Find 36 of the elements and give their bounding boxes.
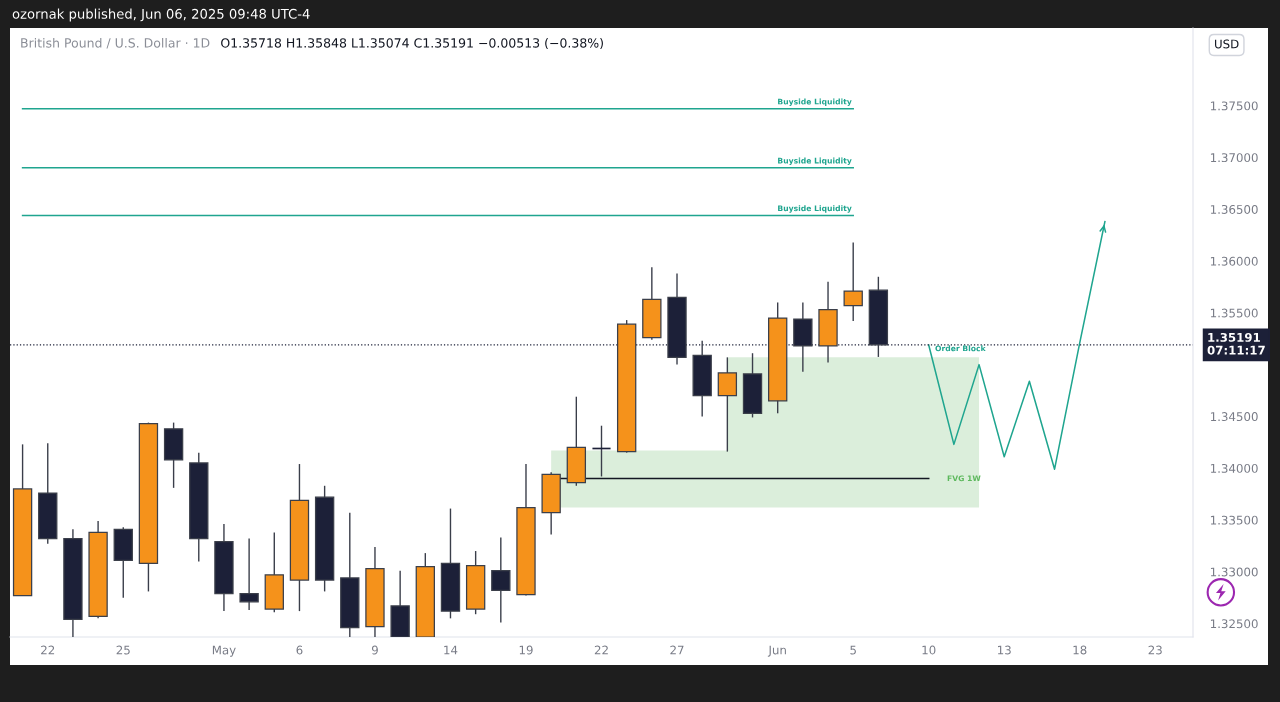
- candlestick: [239, 537, 259, 611]
- x-tick-label: 22: [41, 645, 55, 655]
- candlestick: [491, 536, 511, 624]
- y-tick-label: 1.34000: [1210, 463, 1258, 473]
- x-tick-label: 14: [444, 645, 458, 655]
- y-tick-label: 1.32500: [1210, 619, 1258, 629]
- y-tick-label: 1.37500: [1210, 101, 1258, 111]
- x-tick-label: May: [212, 645, 236, 657]
- ref-line-label: 1.35191 07:11:17: [1207, 332, 1265, 355]
- x-tick-label: 19: [519, 645, 533, 655]
- x-tick-label: 9: [371, 645, 378, 655]
- text: British Pound / U.S. Dollar · 1D: [21, 37, 210, 49]
- y-axis-title: USD: [1215, 39, 1239, 49]
- x-tick-label: Jun: [767, 645, 786, 657]
- y-tick-label: 1.33500: [1210, 515, 1258, 525]
- y-tick-label: 1.36500: [1210, 204, 1258, 214]
- x-tick-label: 27: [670, 645, 684, 655]
- candlestick: [843, 241, 863, 322]
- x-tick-label: 5: [850, 645, 856, 655]
- x-tick-label: 6: [296, 645, 303, 655]
- y-tick-label: 1.36000: [1210, 256, 1258, 266]
- x-tick-label: 18: [1073, 645, 1087, 655]
- x-tick-label: 25: [116, 645, 130, 655]
- y-tick-label: 1.37000: [1210, 153, 1258, 163]
- line-series: [927, 220, 1106, 470]
- y-tick-label: 1.34500: [1210, 412, 1258, 422]
- x-tick-label: 10: [922, 645, 936, 655]
- x-tick-label: 23: [1148, 645, 1162, 655]
- text: ozornak published, Jun 06, 2025 09:48 UTC-4: [12, 8, 310, 22]
- candlestick: [717, 356, 738, 453]
- x-tick-label: 22: [594, 645, 608, 655]
- y-tick-label: 1.33000: [1210, 567, 1258, 577]
- text: O1.35718 H1.35848 L1.35074 C1.35191 −0.00513 (−0.38%): [221, 37, 603, 50]
- x-tick-label: 13: [998, 645, 1011, 655]
- candlestick: [591, 425, 612, 478]
- y-tick-label: 1.35500: [1210, 308, 1258, 318]
